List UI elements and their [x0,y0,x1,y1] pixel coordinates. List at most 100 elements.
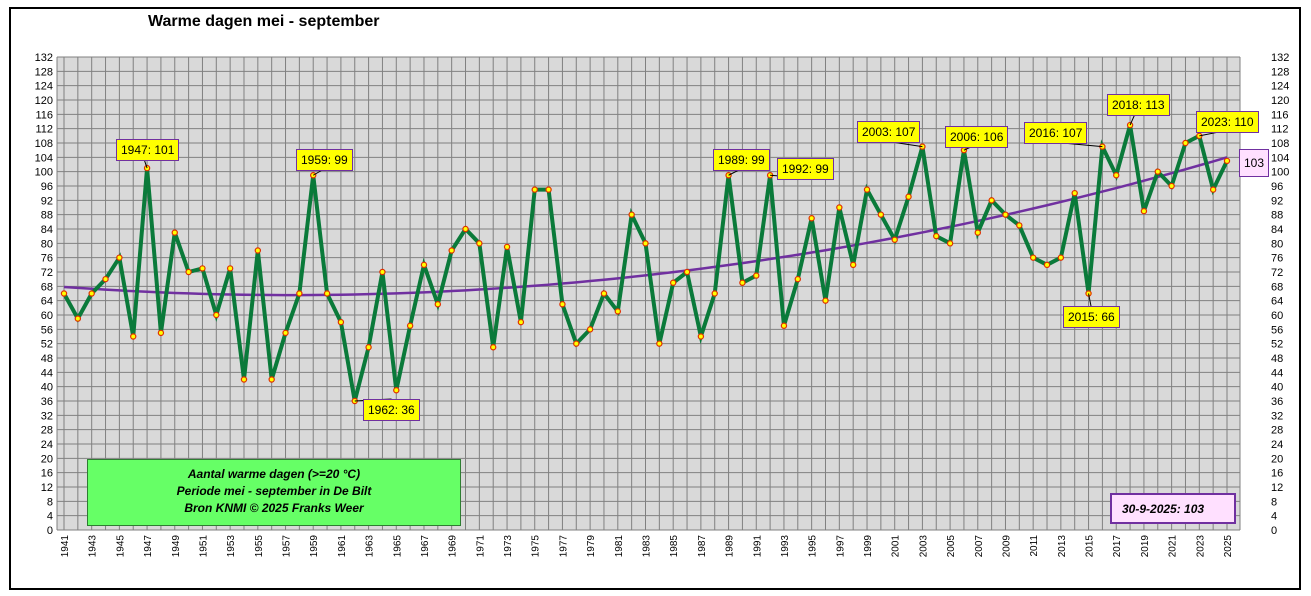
annotation-label: 1962: 36 [363,399,420,421]
x-tick-label: 2019 [1140,535,1151,558]
annotation-label: 2006: 106 [945,126,1009,148]
data-point [711,290,718,297]
data-point [739,279,746,286]
x-tick-label: 1969 [448,535,459,558]
data-point [365,344,372,351]
data-point [60,290,68,297]
data-point [946,240,954,247]
y-tick-label-left: 52 [41,339,53,351]
data-point [88,290,95,297]
data-point [780,322,788,329]
x-tick-label: 1941 [60,535,71,558]
data-point [1071,189,1078,197]
x-tick-label: 1973 [503,535,514,558]
data-point [420,261,428,269]
data-point [1043,261,1051,269]
x-tick-label: 1955 [254,535,265,558]
y-tick-label-right: 120 [1271,95,1289,107]
y-tick-label-right: 100 [1271,167,1289,179]
y-tick-label-left: 8 [47,496,53,508]
y-tick-label-left: 16 [41,468,53,480]
x-tick-label: 2023 [1195,535,1206,558]
data-point [268,376,275,383]
x-tick-label: 1979 [586,535,597,558]
x-tick-label: 2013 [1057,535,1068,558]
y-tick-label-left: 116 [35,109,53,121]
annotation-label: 1992: 99 [777,158,834,180]
y-tick-label-right: 64 [1271,296,1283,308]
y-tick-label-right: 68 [1271,281,1283,293]
info-line: Periode mei - september in De Bilt [176,484,372,498]
x-tick-label: 2003 [918,535,929,558]
x-tick-label: 2011 [1029,535,1040,557]
y-tick-label-right: 44 [1271,367,1283,379]
data-point [1029,254,1037,261]
x-tick-label: 1959 [309,535,320,558]
y-tick-label-left: 44 [41,367,53,379]
x-tick-label: 2021 [1168,535,1179,558]
data-point [296,290,303,297]
y-tick-label-left: 88 [41,210,53,222]
data-point [614,308,622,315]
y-tick-label-right: 16 [1271,468,1283,480]
y-tick-label-left: 124 [35,81,53,93]
y-tick-label-right: 60 [1271,310,1283,322]
y-tick-label-right: 92 [1271,195,1283,207]
data-point [1223,157,1231,165]
x-tick-label: 1981 [614,535,625,558]
data-point [808,215,815,222]
x-tick-label: 2025 [1223,535,1234,558]
data-point [240,376,248,383]
y-tick-label-left: 24 [41,439,53,451]
y-tick-label-right: 132 [1271,52,1289,64]
trend-end-label: 103 [1239,149,1269,177]
x-tick-label: 1999 [863,535,874,558]
y-tick-label-right: 40 [1271,382,1283,394]
x-tick-label: 1967 [420,535,431,558]
info-line: Bron KNMI © 2025 Franks Weer [184,501,364,515]
data-point [642,240,649,247]
data-point [226,265,234,272]
annotation-label: 2003: 107 [857,121,921,143]
x-tick-label: 2005 [946,535,957,558]
y-tick-label-left: 48 [41,353,53,365]
data-point [1209,186,1217,193]
annotation-label: 2023: 110 [1196,111,1259,133]
x-tick-label: 1961 [337,535,348,558]
data-point [157,329,165,337]
y-tick-label-left: 72 [41,267,53,279]
y-tick-label-left: 28 [41,425,53,437]
data-point [863,186,871,193]
data-point [531,186,538,193]
data-point [130,333,137,340]
x-tick-label: 2015 [1085,535,1096,558]
data-point [1168,182,1175,190]
data-point [697,333,705,340]
x-tick-label: 1963 [365,535,376,558]
y-tick-label-left: 4 [47,511,53,523]
outer-frame [9,7,1301,590]
x-tick-label: 1945 [115,535,126,558]
x-tick-label: 1943 [88,535,99,558]
data-point [586,326,594,333]
data-point [379,268,386,276]
x-tick-label: 1977 [558,535,569,558]
x-tick-label: 1965 [392,535,403,558]
annotation-label: 1959: 99 [296,149,353,171]
x-tick-label: 1995 [808,535,819,558]
annotation-label: 1947: 101 [116,139,180,161]
y-tick-label-right: 124 [1271,81,1289,93]
data-point [171,229,178,236]
annotation-label: 2016: 107 [1024,122,1088,144]
y-tick-label-left: 36 [41,396,53,408]
y-tick-label-right: 48 [1271,353,1283,365]
y-tick-label-right: 36 [1271,396,1283,408]
x-tick-label: 1947 [143,535,154,558]
x-tick-label: 1997 [835,535,846,558]
x-tick-label: 1991 [752,535,763,558]
y-tick-label-right: 56 [1271,324,1283,336]
y-tick-label-left: 128 [35,66,53,78]
x-tick-label: 2001 [891,535,902,558]
y-tick-label-left: 112 [35,124,53,136]
